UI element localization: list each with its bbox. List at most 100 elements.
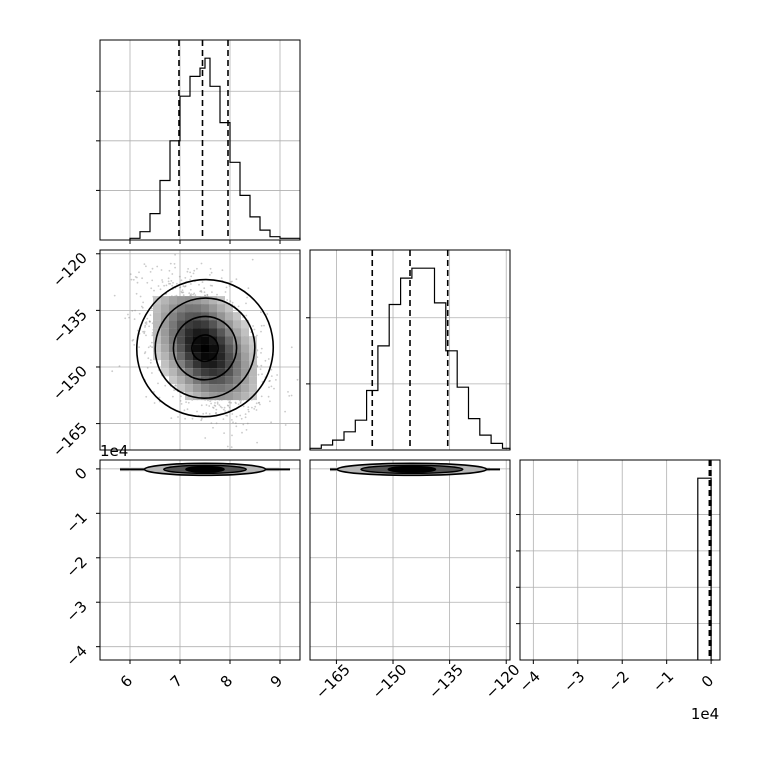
density-cell <box>161 336 169 345</box>
density-cell <box>161 296 169 305</box>
density-cell <box>233 384 241 393</box>
density-cell <box>201 368 209 377</box>
density-cell <box>153 320 161 329</box>
density-cell <box>201 352 209 361</box>
density-cell <box>225 320 233 329</box>
density-cell <box>169 376 177 385</box>
density-cell <box>209 352 217 361</box>
sample-point <box>219 405 222 408</box>
sample-point <box>161 281 164 283</box>
histogram-steps-0 <box>129 57 301 240</box>
density-cell <box>209 376 217 385</box>
sample-point <box>212 407 215 409</box>
density-cell <box>249 336 257 345</box>
density-cell <box>169 336 177 345</box>
sample-point <box>140 305 143 308</box>
density-cell <box>177 352 185 361</box>
y-tick-label: −135 <box>49 305 91 347</box>
sample-point <box>240 417 243 420</box>
sample-point <box>118 365 121 367</box>
sample-point <box>149 271 152 273</box>
sample-point <box>141 306 144 309</box>
sample-point <box>239 401 242 403</box>
sample-point <box>134 276 137 278</box>
x-tick-label: −2 <box>605 667 633 695</box>
density-cell <box>177 360 185 369</box>
sample-point <box>179 286 181 289</box>
sample-point <box>223 432 226 434</box>
sample-point <box>208 405 211 407</box>
density-cell <box>249 376 257 385</box>
density-cell <box>185 312 193 321</box>
density-cell <box>161 328 169 337</box>
density-cell <box>233 368 241 377</box>
sample-point <box>211 284 214 287</box>
contour-level-1 <box>154 297 256 399</box>
sample-point <box>224 410 227 412</box>
density-cell <box>217 368 225 377</box>
density-cell <box>225 336 233 345</box>
sample-point <box>260 364 263 367</box>
density-cell <box>153 304 161 313</box>
sample-point <box>209 284 212 287</box>
x-offset-label: 1e4 <box>691 705 719 723</box>
sample-point <box>260 352 262 354</box>
sample-point <box>141 277 144 280</box>
sample-point <box>239 402 242 404</box>
sample-point <box>200 262 203 265</box>
sample-point <box>179 400 182 402</box>
sample-point <box>145 321 148 323</box>
density-cell <box>169 320 177 329</box>
sample-point <box>230 401 233 404</box>
sample-point <box>111 370 114 373</box>
density-cell <box>153 312 161 321</box>
sample-point <box>170 417 173 419</box>
density-cell <box>225 360 233 369</box>
sample-point <box>145 395 148 398</box>
sample-point <box>181 291 184 294</box>
sample-point <box>157 382 159 385</box>
sample-point <box>173 389 176 392</box>
sample-point <box>148 320 151 322</box>
sample-point <box>208 413 211 415</box>
density-cell <box>161 352 169 361</box>
density-cell <box>169 296 177 305</box>
x-tick-label: 0 <box>698 672 717 691</box>
sample-point <box>256 441 258 444</box>
sample-point <box>129 273 132 276</box>
density-cell <box>233 336 241 345</box>
density-cell <box>241 392 249 401</box>
density-cell <box>217 304 225 313</box>
density-panel-0-1 <box>99 249 301 451</box>
y-tick-label: −150 <box>49 362 91 404</box>
density-cell <box>209 336 217 345</box>
density-panel-1-2 <box>309 459 511 661</box>
density-content-0-1 <box>111 253 299 448</box>
density-cell <box>153 328 161 337</box>
sample-point <box>150 287 153 290</box>
sample-point <box>134 309 137 312</box>
sample-point <box>200 404 203 407</box>
density-cell <box>241 344 249 353</box>
density-cell <box>209 312 217 321</box>
density-cell <box>193 368 201 377</box>
density-cell <box>225 328 233 337</box>
density-cell <box>185 336 193 345</box>
sample-point <box>256 334 258 337</box>
sample-point <box>181 289 184 291</box>
sample-point <box>153 391 155 393</box>
sample-point <box>151 372 153 374</box>
sample-point <box>205 412 208 415</box>
sample-point <box>169 282 172 285</box>
sample-point <box>213 404 216 407</box>
sample-point <box>260 395 263 398</box>
density-panel-0-2 <box>99 459 301 661</box>
sample-point <box>200 290 203 292</box>
y-tick-label: −4 <box>62 642 90 670</box>
density-cell <box>193 344 201 353</box>
density-cell <box>177 368 185 377</box>
sample-point <box>246 422 249 425</box>
contour-level-2 <box>172 315 238 381</box>
sample-point <box>237 403 240 406</box>
density-cell <box>201 320 209 329</box>
